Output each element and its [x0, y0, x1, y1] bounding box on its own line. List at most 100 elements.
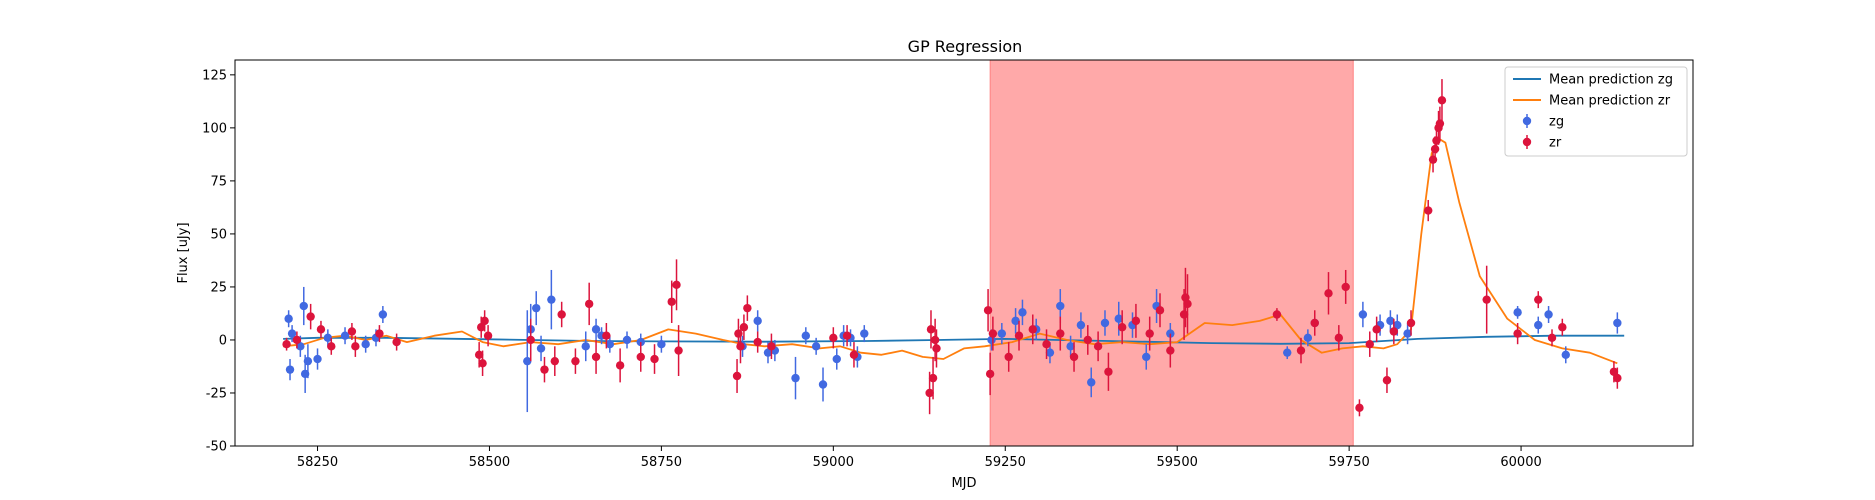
point-zg: [1142, 352, 1151, 362]
point-zr: [1324, 289, 1333, 298]
legend-label: Mean prediction zg: [1549, 73, 1673, 88]
point-zg: [801, 331, 811, 340]
point-zg: [1114, 314, 1123, 323]
point-zr: [602, 331, 611, 340]
point-zg: [1087, 378, 1096, 387]
point-zr: [1389, 327, 1399, 336]
point-zg: [1166, 329, 1175, 338]
point-zr: [375, 329, 384, 338]
point-zg: [1393, 320, 1402, 330]
point-zr: [842, 331, 852, 340]
point-zg: [811, 342, 821, 351]
point-zg: [303, 356, 313, 366]
point-zr: [483, 331, 493, 340]
point-zr: [474, 350, 484, 360]
point-zr: [753, 337, 762, 347]
y-tick-label: 0: [219, 333, 227, 348]
point-zg: [1100, 318, 1110, 328]
point-zg: [323, 333, 333, 343]
point-zr: [650, 354, 659, 364]
point-zg: [1613, 318, 1622, 328]
point-zg: [860, 329, 869, 338]
legend-label: Mean prediction zr: [1549, 94, 1671, 109]
x-tick-label: 59500: [1157, 455, 1198, 470]
point-zr: [1355, 403, 1364, 413]
point-zr: [1083, 335, 1092, 345]
y-tick-label: -25: [206, 386, 227, 401]
point-zr: [1341, 282, 1350, 292]
point-zr: [540, 365, 549, 374]
point-zr: [928, 373, 938, 383]
point-zr: [351, 342, 360, 351]
point-zg: [523, 356, 532, 366]
point-zg: [285, 365, 295, 374]
point-zr: [1613, 373, 1622, 383]
point-zg: [581, 342, 590, 351]
point-zr: [282, 339, 291, 349]
point-zr: [829, 333, 838, 343]
point-zr: [615, 361, 625, 370]
point-zr: [743, 303, 752, 313]
y-tick-label: 100: [202, 121, 227, 136]
point-zr: [1534, 295, 1543, 304]
point-zg: [1513, 308, 1522, 317]
y-tick-label: 125: [202, 68, 227, 83]
point-zg: [1076, 320, 1086, 330]
shaded-region: [989, 60, 1354, 446]
point-zr: [925, 388, 934, 398]
point-zg: [591, 325, 601, 334]
point-zr: [734, 329, 743, 338]
point-zg: [1544, 310, 1553, 319]
point-zg: [753, 316, 762, 326]
point-zg: [1403, 329, 1412, 338]
x-tick-label: 58750: [641, 455, 682, 470]
point-zr: [926, 325, 936, 334]
line-mean-zr: [283, 137, 1618, 365]
point-zr: [985, 369, 995, 379]
point-zr: [584, 299, 594, 309]
x-tick-label: 60000: [1500, 455, 1541, 470]
point-zg: [1066, 342, 1075, 351]
y-tick-label: -50: [206, 440, 227, 455]
point-zr: [292, 335, 302, 345]
point-zr: [1406, 318, 1416, 328]
point-zr: [1513, 329, 1522, 338]
legend: Mean prediction zg Mean prediction zr zg zr: [1504, 66, 1688, 157]
point-zg: [287, 329, 297, 338]
point-zr: [1437, 96, 1447, 105]
point-zr: [591, 352, 601, 362]
point-zr: [1131, 316, 1141, 326]
point-zr: [557, 310, 566, 319]
point-zg: [340, 331, 350, 340]
point-zg: [791, 373, 800, 383]
point-zr: [1310, 318, 1319, 328]
point-zr: [1424, 206, 1433, 215]
point-zr: [1042, 339, 1051, 349]
point-zr: [1428, 155, 1438, 164]
point-zr: [739, 323, 749, 332]
series-zr: [282, 79, 1622, 417]
point-zr: [1056, 329, 1065, 338]
point-zr: [736, 342, 745, 351]
point-zg: [313, 354, 322, 364]
point-zr: [478, 359, 487, 368]
point-zr: [930, 335, 940, 345]
point-zr: [1430, 144, 1440, 154]
point-zg: [296, 342, 305, 351]
point-zr: [1435, 119, 1445, 128]
x-tick-label: 59750: [1328, 455, 1369, 470]
point-zg: [1283, 348, 1292, 357]
point-zr: [477, 323, 486, 332]
point-zr: [767, 342, 776, 351]
legend-swatch-marker: [1522, 116, 1532, 126]
point-zr: [1004, 352, 1013, 362]
point-zg: [536, 344, 546, 353]
point-zr: [1028, 325, 1037, 334]
point-zg: [532, 303, 541, 313]
point-zr: [571, 356, 580, 366]
point-zr: [983, 306, 993, 315]
point-zr: [672, 280, 681, 290]
point-zr: [636, 352, 645, 362]
point-zg: [832, 354, 841, 364]
